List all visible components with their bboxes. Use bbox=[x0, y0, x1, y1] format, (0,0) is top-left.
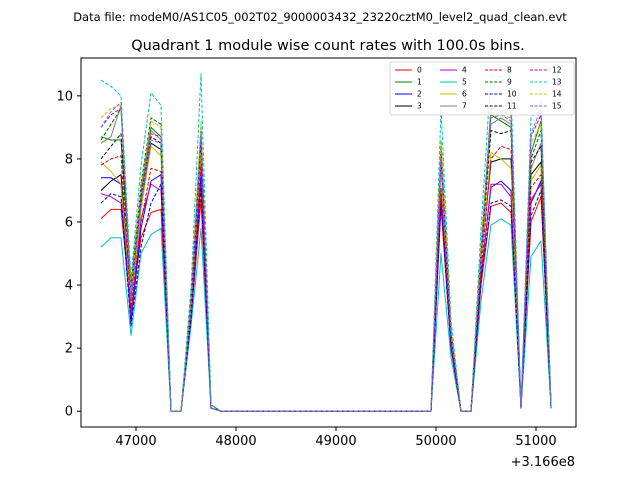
x-offset-label: +3.166e8 bbox=[511, 455, 575, 470]
legend-label-10: 10 bbox=[507, 90, 517, 99]
legend-label-2: 2 bbox=[417, 90, 422, 99]
series-line-10 bbox=[100, 183, 552, 412]
legend-label-4: 4 bbox=[462, 66, 467, 75]
legend-label-6: 6 bbox=[462, 90, 467, 99]
legend-label-0: 0 bbox=[417, 66, 422, 75]
x-tick-label: 48000 bbox=[215, 434, 256, 449]
legend-label-12: 12 bbox=[552, 66, 562, 75]
x-axis: 47000 48000 49000 50000 51000 bbox=[115, 427, 557, 449]
y-tick-label: 4 bbox=[65, 279, 73, 294]
y-tick-label: 10 bbox=[56, 89, 73, 104]
y-tick-label: 2 bbox=[65, 342, 73, 357]
x-tick-label: 47000 bbox=[115, 434, 156, 449]
x-tick-label: 51000 bbox=[515, 434, 556, 449]
y-tick-label: 8 bbox=[65, 152, 73, 167]
figure-suptitle: Data file: modeM0/AS1C05_002T02_90000034… bbox=[73, 10, 567, 24]
legend-label-14: 14 bbox=[552, 90, 562, 99]
legend-label-5: 5 bbox=[462, 78, 467, 87]
legend-label-7: 7 bbox=[462, 102, 467, 111]
y-tick-label: 0 bbox=[65, 405, 73, 420]
series-layer bbox=[100, 73, 552, 412]
x-tick-label: 49000 bbox=[315, 434, 356, 449]
legend-label-13: 13 bbox=[552, 78, 562, 87]
legend-frame bbox=[389, 61, 575, 116]
legend-label-9: 9 bbox=[507, 78, 512, 87]
chart-title: Quadrant 1 module wise count rates with … bbox=[131, 38, 525, 54]
x-tick-label: 50000 bbox=[415, 434, 456, 449]
plot-frame bbox=[80, 57, 577, 428]
legend-label-15: 15 bbox=[552, 102, 562, 111]
legend-label-8: 8 bbox=[507, 66, 512, 75]
y-axis: 0 2 4 6 8 10 bbox=[56, 89, 81, 420]
legend-label-3: 3 bbox=[417, 102, 422, 111]
y-tick-label: 6 bbox=[65, 216, 73, 231]
legend-label-1: 1 bbox=[417, 78, 422, 87]
legend-label-11: 11 bbox=[507, 102, 517, 111]
